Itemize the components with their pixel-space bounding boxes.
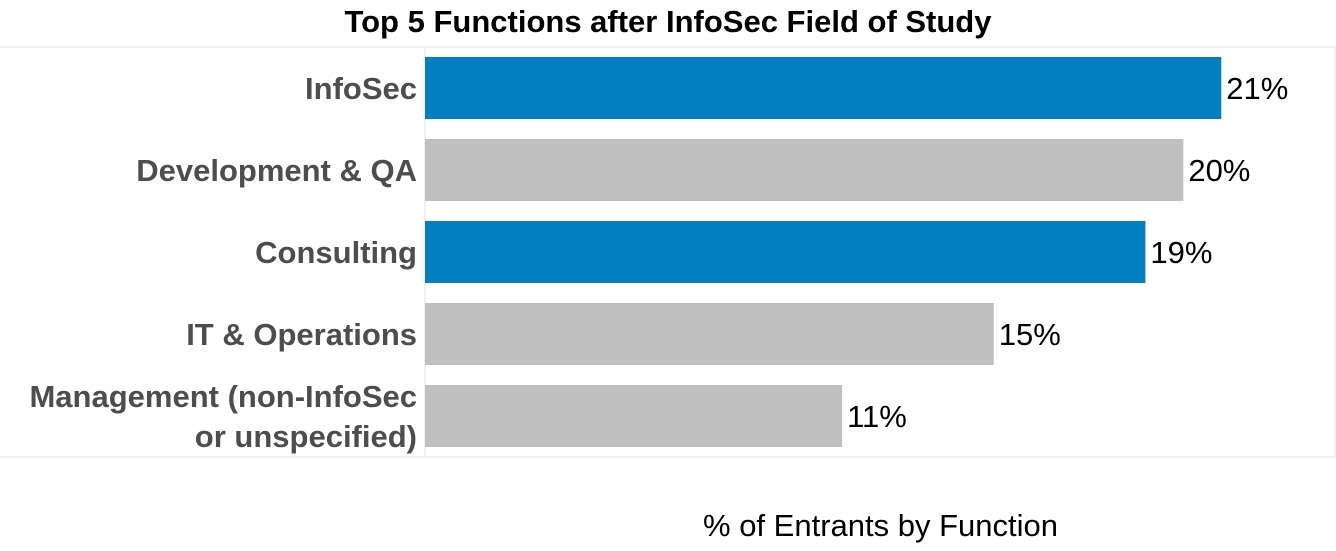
chart-title: Top 5 Functions after InfoSec Field of S…: [344, 4, 992, 39]
value-label-1: 21%: [1226, 71, 1288, 106]
value-label-3: 19%: [1150, 235, 1212, 270]
category-label-3: Consulting: [255, 235, 417, 270]
bar-2: [425, 139, 1184, 201]
value-label-5: 11%: [847, 399, 907, 434]
bar-1: [425, 57, 1222, 119]
category-label-5-line-1: Management (non-InfoSec: [29, 379, 417, 414]
value-label-2: 20%: [1188, 153, 1250, 188]
category-label-2: Development & QA: [136, 153, 417, 188]
bar-4: [425, 303, 994, 365]
bar-5: [425, 385, 843, 447]
category-label-5-line-2: or unspecified): [195, 419, 417, 454]
value-label-4: 15%: [999, 317, 1061, 352]
x-axis-label: % of Entrants by Function: [703, 508, 1058, 543]
bar-3: [425, 221, 1146, 283]
category-label-1: InfoSec: [305, 71, 417, 106]
category-label-4: IT & Operations: [186, 317, 417, 352]
